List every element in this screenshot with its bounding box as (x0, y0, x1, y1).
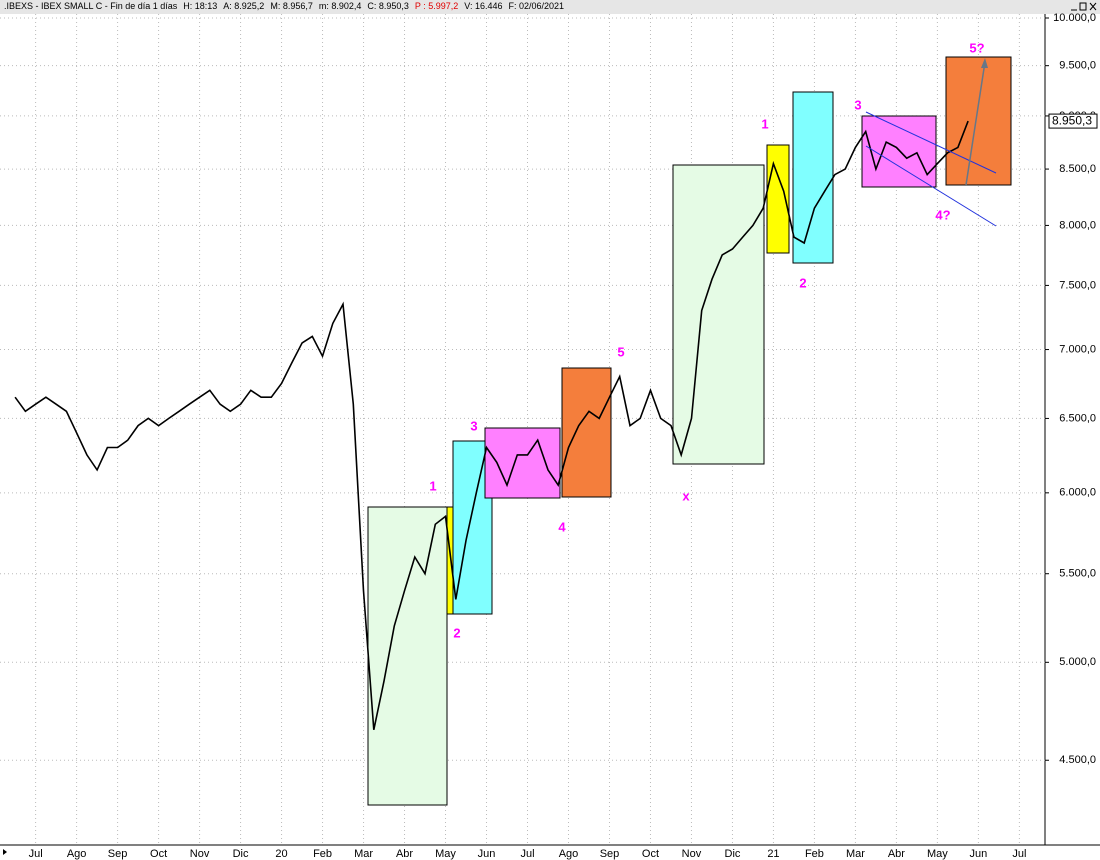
x-tick-label: Sep (600, 848, 620, 860)
box (792, 91, 834, 264)
x-tick-label: 20 (275, 848, 287, 860)
header-field: A: 8.925,2 (223, 1, 264, 11)
header-title: .IBEXS - IBEX SMALL C - Fin de día 1 día… (4, 1, 178, 11)
y-tick-label: 8.500,0 (1059, 163, 1096, 175)
y-tick-label: 10.000,0 (1053, 12, 1096, 24)
window-controls[interactable] (1071, 2, 1097, 11)
x-tick-label: Oct (150, 848, 167, 860)
wave-label: 1 (761, 116, 768, 131)
title-bar (0, 0, 1100, 14)
x-tick-label: Oct (642, 848, 659, 860)
y-tick-label: 5.500,0 (1059, 568, 1096, 580)
box (861, 115, 937, 188)
x-tick-label: May (435, 848, 456, 860)
wave-label: 3 (854, 97, 861, 112)
wave-label: 2 (799, 275, 806, 290)
arrow-head (981, 58, 988, 68)
y-tick-label: 4.500,0 (1059, 754, 1096, 766)
header-field: M: 8.956,7 (270, 1, 313, 11)
wave-label: 4 (558, 519, 566, 534)
target-arrow (965, 61, 986, 186)
x-tick-label: Jun (478, 848, 496, 860)
box (945, 56, 1012, 186)
last-value-label: 8.950,3 (1052, 113, 1092, 127)
scroll-arrow[interactable] (3, 849, 7, 855)
x-tick-label: Mar (354, 848, 373, 860)
box (446, 506, 454, 615)
x-tick-label: Feb (313, 848, 332, 860)
x-tick-label: Abr (396, 848, 413, 860)
y-tick-label: 6.500,0 (1059, 412, 1096, 424)
x-tick-label: Dic (725, 848, 741, 860)
x-tick-label: Abr (888, 848, 905, 860)
x-tick-label: Dic (233, 848, 249, 860)
box (766, 144, 790, 254)
header-field: H: 18:13 (183, 1, 217, 11)
box (672, 164, 765, 465)
channel-line (865, 145, 997, 227)
x-tick-label: Jul (1012, 848, 1026, 860)
wave-label: 5? (969, 40, 984, 55)
box (367, 506, 448, 806)
header-field: C: 8.950,3 (367, 1, 409, 11)
wave-label: x (682, 488, 690, 503)
box (561, 367, 612, 498)
x-tick-label: Jun (970, 848, 988, 860)
wave-label: 4? (935, 207, 950, 222)
y-tick-label: 5.000,0 (1059, 656, 1096, 668)
x-tick-label: May (927, 848, 948, 860)
x-tick-label: Nov (682, 848, 702, 860)
wave-label: 5 (617, 344, 624, 359)
x-tick-label: Ago (559, 848, 579, 860)
x-tick-label: Sep (108, 848, 128, 860)
x-tick-label: Nov (190, 848, 210, 860)
header-field: F: 02/06/2021 (509, 1, 565, 11)
header-field: m: 8.902,4 (319, 1, 362, 11)
wave-label: 2 (453, 625, 460, 640)
last-value-box (1048, 113, 1098, 129)
header-field: V: 16.446 (464, 1, 502, 11)
x-tick-label: Feb (805, 848, 824, 860)
y-tick-label: 9.500,0 (1059, 60, 1096, 72)
wave-boxes (367, 56, 1012, 806)
x-tick-label: Jul (520, 848, 534, 860)
wave-label: 3 (470, 418, 477, 433)
x-tick-label: Mar (846, 848, 865, 860)
price-line (14, 120, 969, 730)
y-tick-label: 6.000,0 (1059, 487, 1096, 499)
x-tick-label: Jul (29, 848, 43, 860)
header-field: P : 5.997,2 (415, 1, 458, 11)
y-tick-label: 8.000,0 (1059, 219, 1096, 231)
y-tick-label: 7.500,0 (1059, 279, 1096, 291)
y-tick-label: 7.000,0 (1059, 343, 1096, 355)
channel-line (865, 111, 997, 174)
trend-lines (865, 58, 997, 227)
wave-label: 1 (429, 478, 436, 493)
header: .IBEXS - IBEX SMALL C - Fin de día 1 día… (4, 1, 564, 11)
x-tick-label: 21 (767, 848, 779, 860)
x-tick-label: Ago (67, 848, 87, 860)
